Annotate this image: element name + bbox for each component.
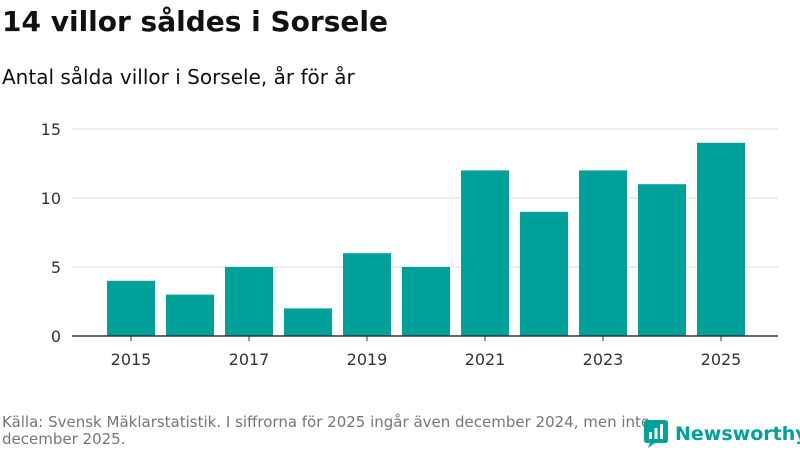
- y-tick-label-10: 10: [41, 189, 61, 208]
- brand-name: Newsworthy: [675, 423, 800, 445]
- source-note: Källa: Svensk Mäklarstatistik. I siffror…: [2, 413, 651, 448]
- chart-title: 14 villor såldes i Sorsele: [2, 5, 388, 38]
- bar-2017: [225, 267, 273, 336]
- bar-2022: [520, 211, 568, 336]
- bar-2020: [402, 267, 450, 336]
- x-tick-label-2021: 2021: [465, 350, 506, 369]
- bar-2018: [284, 308, 332, 336]
- bar-2025: [697, 142, 745, 336]
- x-tick-label-2023: 2023: [583, 350, 624, 369]
- bar-2023: [579, 170, 627, 336]
- bar-2019: [343, 253, 391, 336]
- bar-2024: [638, 184, 686, 336]
- chart-subtitle: Antal sålda villor i Sorsele, år för år: [2, 65, 355, 89]
- x-tick-label-2019: 2019: [347, 350, 388, 369]
- x-tick-label-2015: 2015: [111, 350, 152, 369]
- newsworthy-logo-icon: [644, 420, 668, 448]
- y-tick-label-0: 0: [51, 327, 61, 346]
- brand-logo: Newsworthy: [644, 418, 800, 450]
- bar-2016: [166, 294, 214, 336]
- y-tick-label-15: 15: [41, 120, 61, 139]
- x-tick-label-2017: 2017: [229, 350, 270, 369]
- bar-2021: [461, 170, 509, 336]
- y-tick-label-5: 5: [51, 258, 61, 277]
- bar-2015: [107, 280, 155, 336]
- x-tick-label-2025: 2025: [701, 350, 742, 369]
